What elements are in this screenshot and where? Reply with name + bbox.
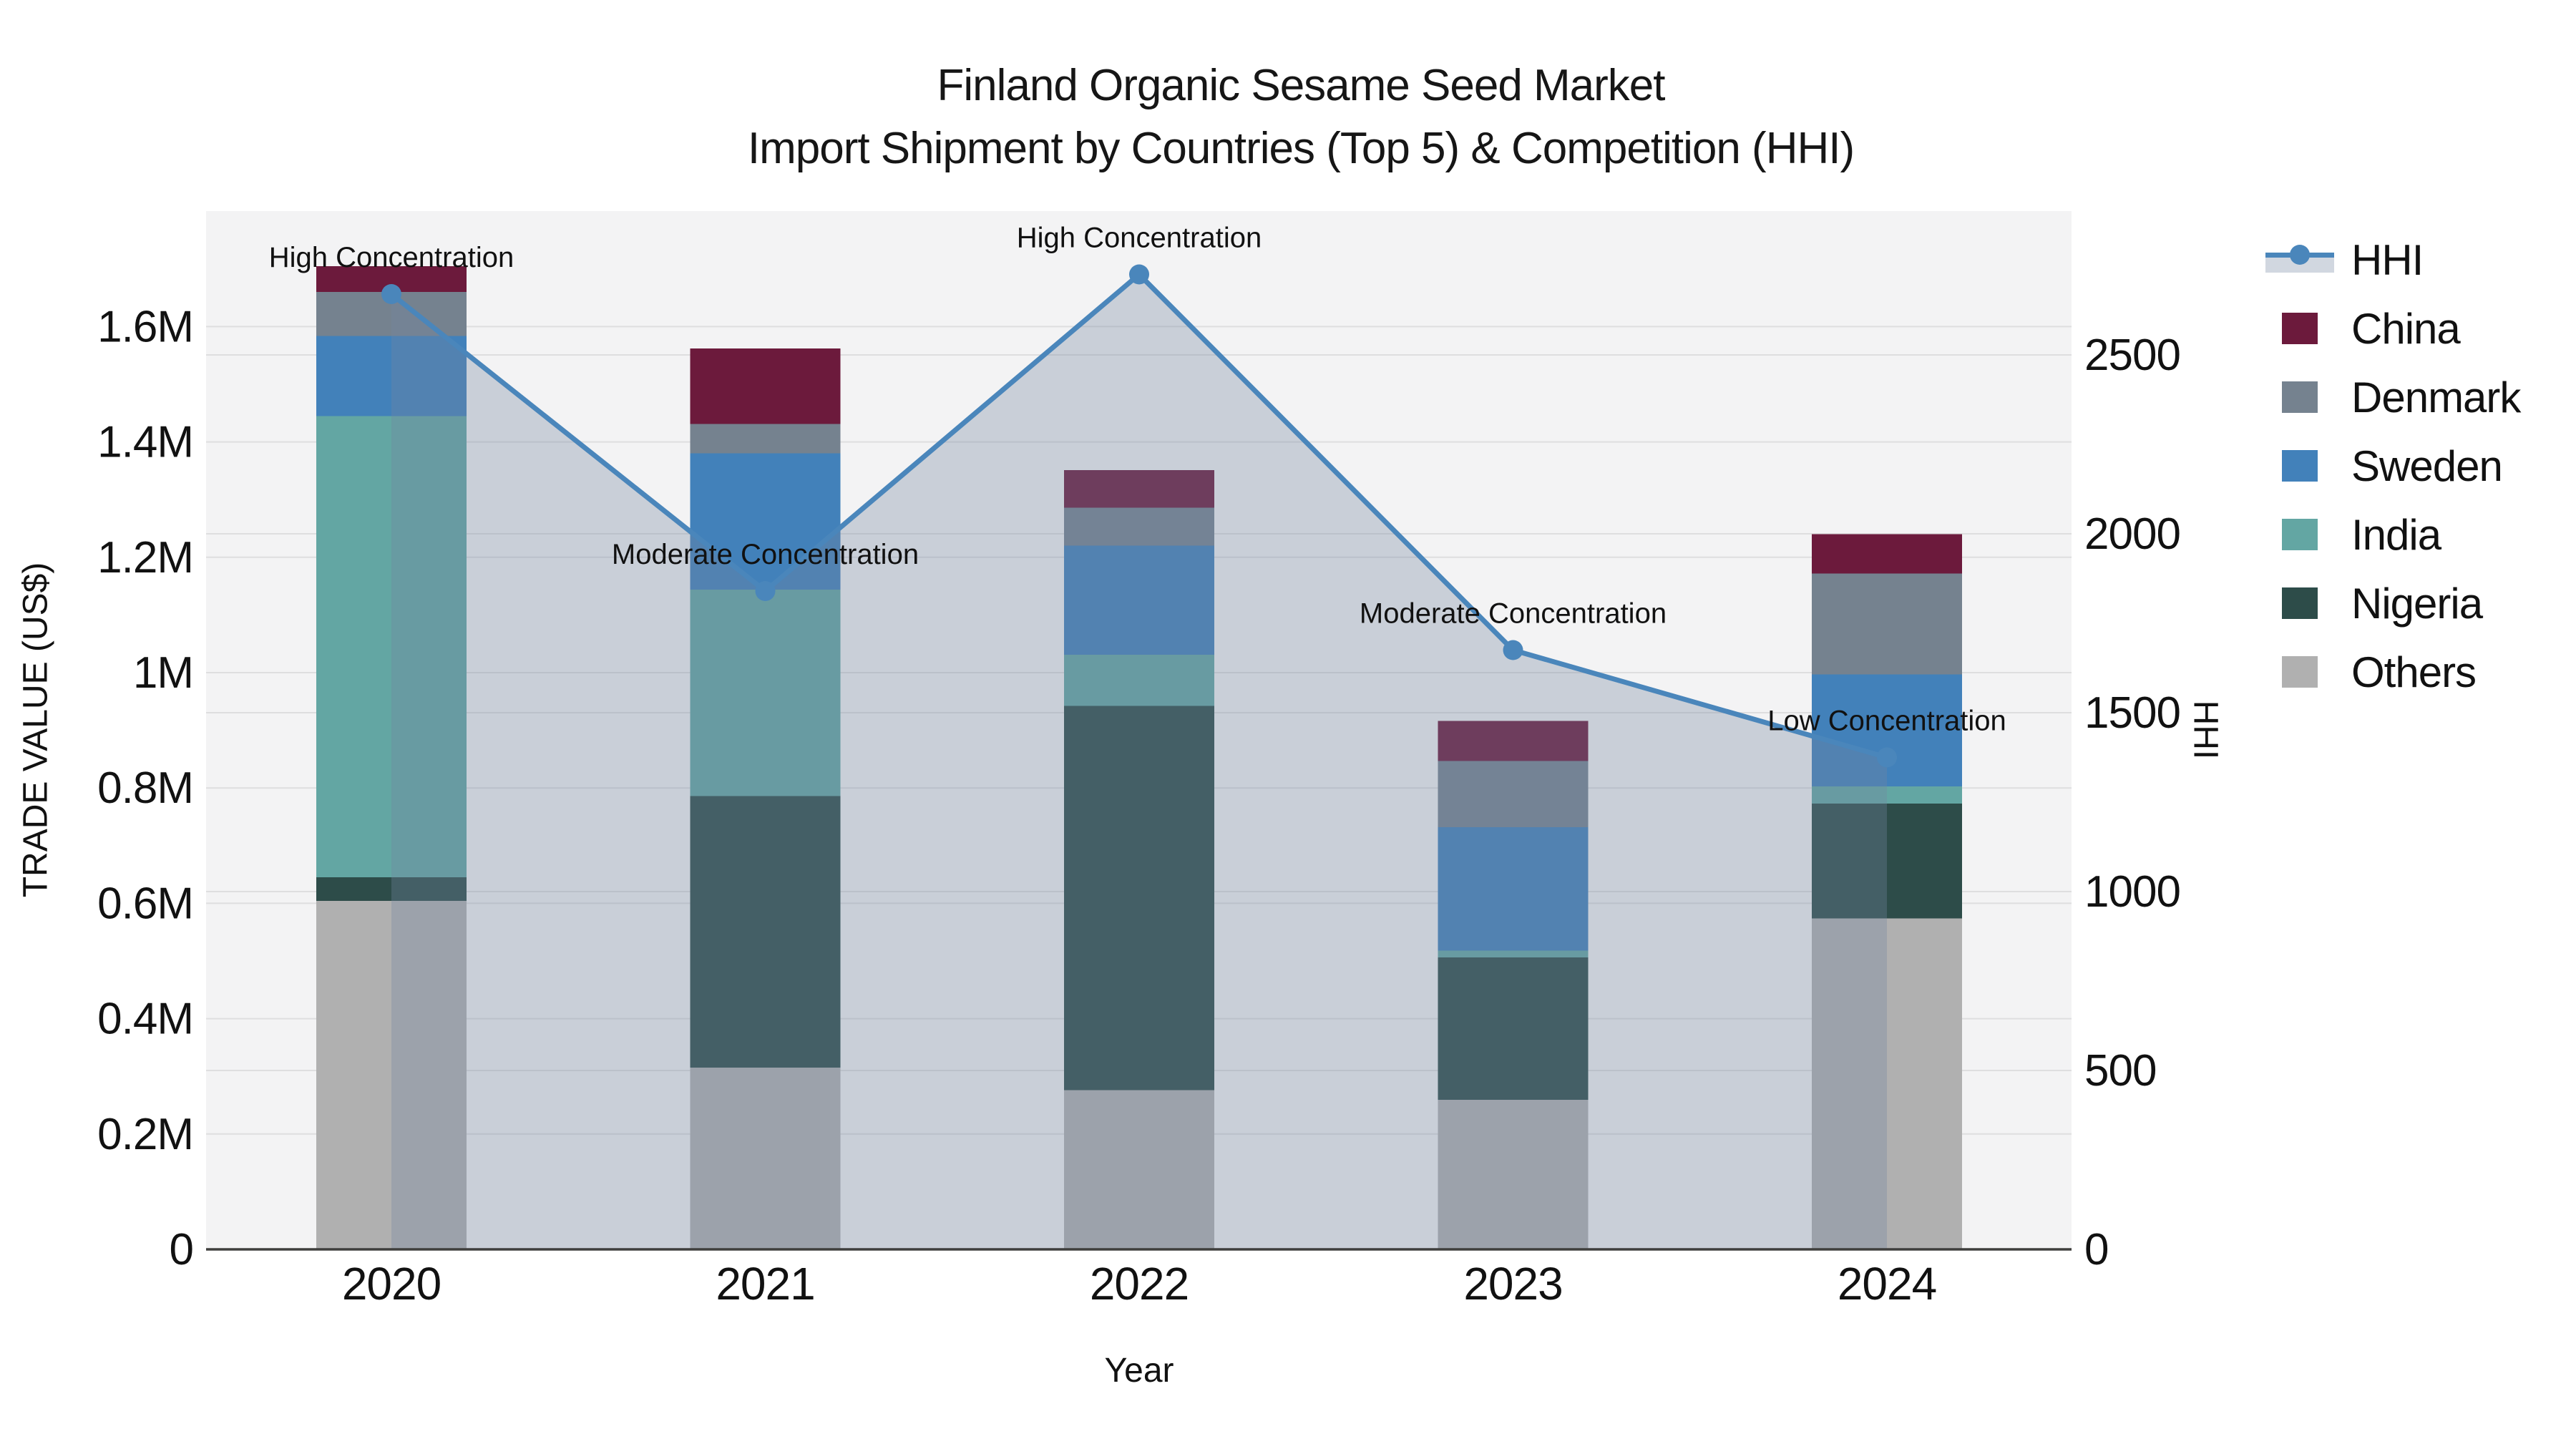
bar-segment-others-2020[interactable] xyxy=(316,901,467,1249)
y-left-axis-title: TRADE VALUE (US$) xyxy=(16,562,55,898)
legend-label-nigeria: Nigeria xyxy=(2351,579,2483,628)
y-left-tick-0.8M: 0.8M xyxy=(97,763,193,813)
legend-swatch-icon-denmark xyxy=(2261,381,2338,413)
y-right-tick-0: 0 xyxy=(2084,1225,2108,1274)
y-right-tick-2500: 2500 xyxy=(2084,331,2180,380)
bar-segment-china-2021[interactable] xyxy=(690,348,841,424)
bar-segment-sweden-2024[interactable] xyxy=(1812,674,1962,786)
bar-segment-others-2021[interactable] xyxy=(690,1068,841,1249)
hhi-point-2022[interactable] xyxy=(1129,264,1149,285)
annotation-2024: Low Concentration xyxy=(1767,706,2006,737)
bar-segment-sweden-2023[interactable] xyxy=(1438,827,1589,951)
legend-label-hhi: HHI xyxy=(2351,235,2424,284)
bar-segment-china-2024[interactable] xyxy=(1812,534,1962,574)
y-right-axis-title: HHI xyxy=(2186,700,2225,760)
y-left-tick-0.6M: 0.6M xyxy=(97,879,193,928)
annotation-2020: High Concentration xyxy=(269,242,514,273)
legend-item-sweden[interactable]: Sweden xyxy=(2261,431,2520,500)
legend-label-denmark: Denmark xyxy=(2351,373,2521,421)
bar-segment-nigeria-2024[interactable] xyxy=(1812,803,1962,919)
legend-swatch-icon-sweden xyxy=(2261,450,2338,482)
bar-segment-india-2023[interactable] xyxy=(1438,950,1589,958)
bar-segment-china-2023[interactable] xyxy=(1438,721,1589,761)
y-right-tick-2000: 2000 xyxy=(2084,509,2180,559)
bar-segment-denmark-2021[interactable] xyxy=(690,424,841,454)
bar-segment-others-2022[interactable] xyxy=(1064,1090,1214,1249)
x-tick-2023: 2023 xyxy=(1463,1258,1562,1309)
bar-segment-denmark-2024[interactable] xyxy=(1812,573,1962,675)
x-axis-title: Year xyxy=(1104,1352,1174,1390)
chart-title-line-1: Finland Organic Sesame Seed Market xyxy=(937,61,1665,110)
annotation-2023: Moderate Concentration xyxy=(1360,598,1667,630)
legend-label-sweden: Sweden xyxy=(2351,441,2503,490)
legend-swatch-icon-india xyxy=(2261,519,2338,550)
bar-segment-india-2021[interactable] xyxy=(690,589,841,796)
bar-segment-nigeria-2022[interactable] xyxy=(1064,706,1214,1091)
chart-title-line-2: Import Shipment by Countries (Top 5) & C… xyxy=(747,124,1855,173)
legend-label-others: Others xyxy=(2351,648,2477,696)
x-tick-2024: 2024 xyxy=(1838,1258,1936,1309)
bar-segment-sweden-2022[interactable] xyxy=(1064,545,1214,655)
legend-swatch-icon-china xyxy=(2261,313,2338,344)
x-tick-2022: 2022 xyxy=(1090,1258,1189,1309)
bar-segment-india-2024[interactable] xyxy=(1812,786,1962,804)
legend-label-china: China xyxy=(2351,304,2461,353)
y-right-tick-1000: 1000 xyxy=(2084,867,2180,917)
bar-segment-sweden-2020[interactable] xyxy=(316,336,467,416)
y-left-tick-0: 0 xyxy=(170,1225,193,1274)
bar-segment-india-2022[interactable] xyxy=(1064,655,1214,706)
hhi-point-2021[interactable] xyxy=(755,581,776,601)
y-left-tick-1.6M: 1.6M xyxy=(97,302,193,351)
legend-label-india: India xyxy=(2351,510,2441,559)
bar-segment-others-2023[interactable] xyxy=(1438,1100,1589,1249)
legend-item-china[interactable]: China xyxy=(2261,294,2520,363)
legend-item-india[interactable]: India xyxy=(2261,500,2520,569)
bar-segment-nigeria-2020[interactable] xyxy=(316,877,467,902)
legend-item-nigeria[interactable]: Nigeria xyxy=(2261,569,2520,638)
bar-segment-others-2024[interactable] xyxy=(1812,918,1962,1249)
bar-segment-nigeria-2023[interactable] xyxy=(1438,957,1589,1101)
legend-swatch-icon-nigeria xyxy=(2261,587,2338,619)
legend-swatch-icon-others xyxy=(2261,656,2338,688)
y-left-tick-1.4M: 1.4M xyxy=(97,418,193,467)
y-left-tick-1.2M: 1.2M xyxy=(97,533,193,582)
x-tick-2020: 2020 xyxy=(342,1258,441,1309)
legend-item-hhi[interactable]: HHI xyxy=(2261,225,2520,294)
y-right-tick-500: 500 xyxy=(2084,1046,2156,1096)
bar-segment-sweden-2021[interactable] xyxy=(690,453,841,590)
hhi-point-2023[interactable] xyxy=(1503,640,1523,660)
legend-item-others[interactable]: Others xyxy=(2261,638,2520,706)
bar-segment-denmark-2022[interactable] xyxy=(1064,507,1214,546)
bar-segment-nigeria-2021[interactable] xyxy=(690,796,841,1068)
hhi-line-sample-icon xyxy=(2261,244,2338,275)
y-right-tick-1500: 1500 xyxy=(2084,688,2180,738)
annotation-2022: High Concentration xyxy=(1017,223,1262,254)
y-left-tick-0.2M: 0.2M xyxy=(97,1110,193,1159)
hhi-point-2020[interactable] xyxy=(381,284,401,304)
bar-segment-india-2020[interactable] xyxy=(316,416,467,878)
bar-segment-denmark-2023[interactable] xyxy=(1438,761,1589,828)
bar-segment-china-2022[interactable] xyxy=(1064,470,1214,508)
legend-item-denmark[interactable]: Denmark xyxy=(2261,363,2521,431)
x-tick-2021: 2021 xyxy=(716,1258,814,1309)
legend: HHI China Denmark Sweden India Nigeria Others xyxy=(2261,225,2521,706)
annotation-2021: Moderate Concentration xyxy=(612,539,919,570)
y-left-tick-1M: 1M xyxy=(133,648,193,698)
hhi-point-2024[interactable] xyxy=(1877,747,1897,768)
y-left-tick-0.4M: 0.4M xyxy=(97,995,193,1044)
hhi-area-fill xyxy=(391,274,1887,1249)
